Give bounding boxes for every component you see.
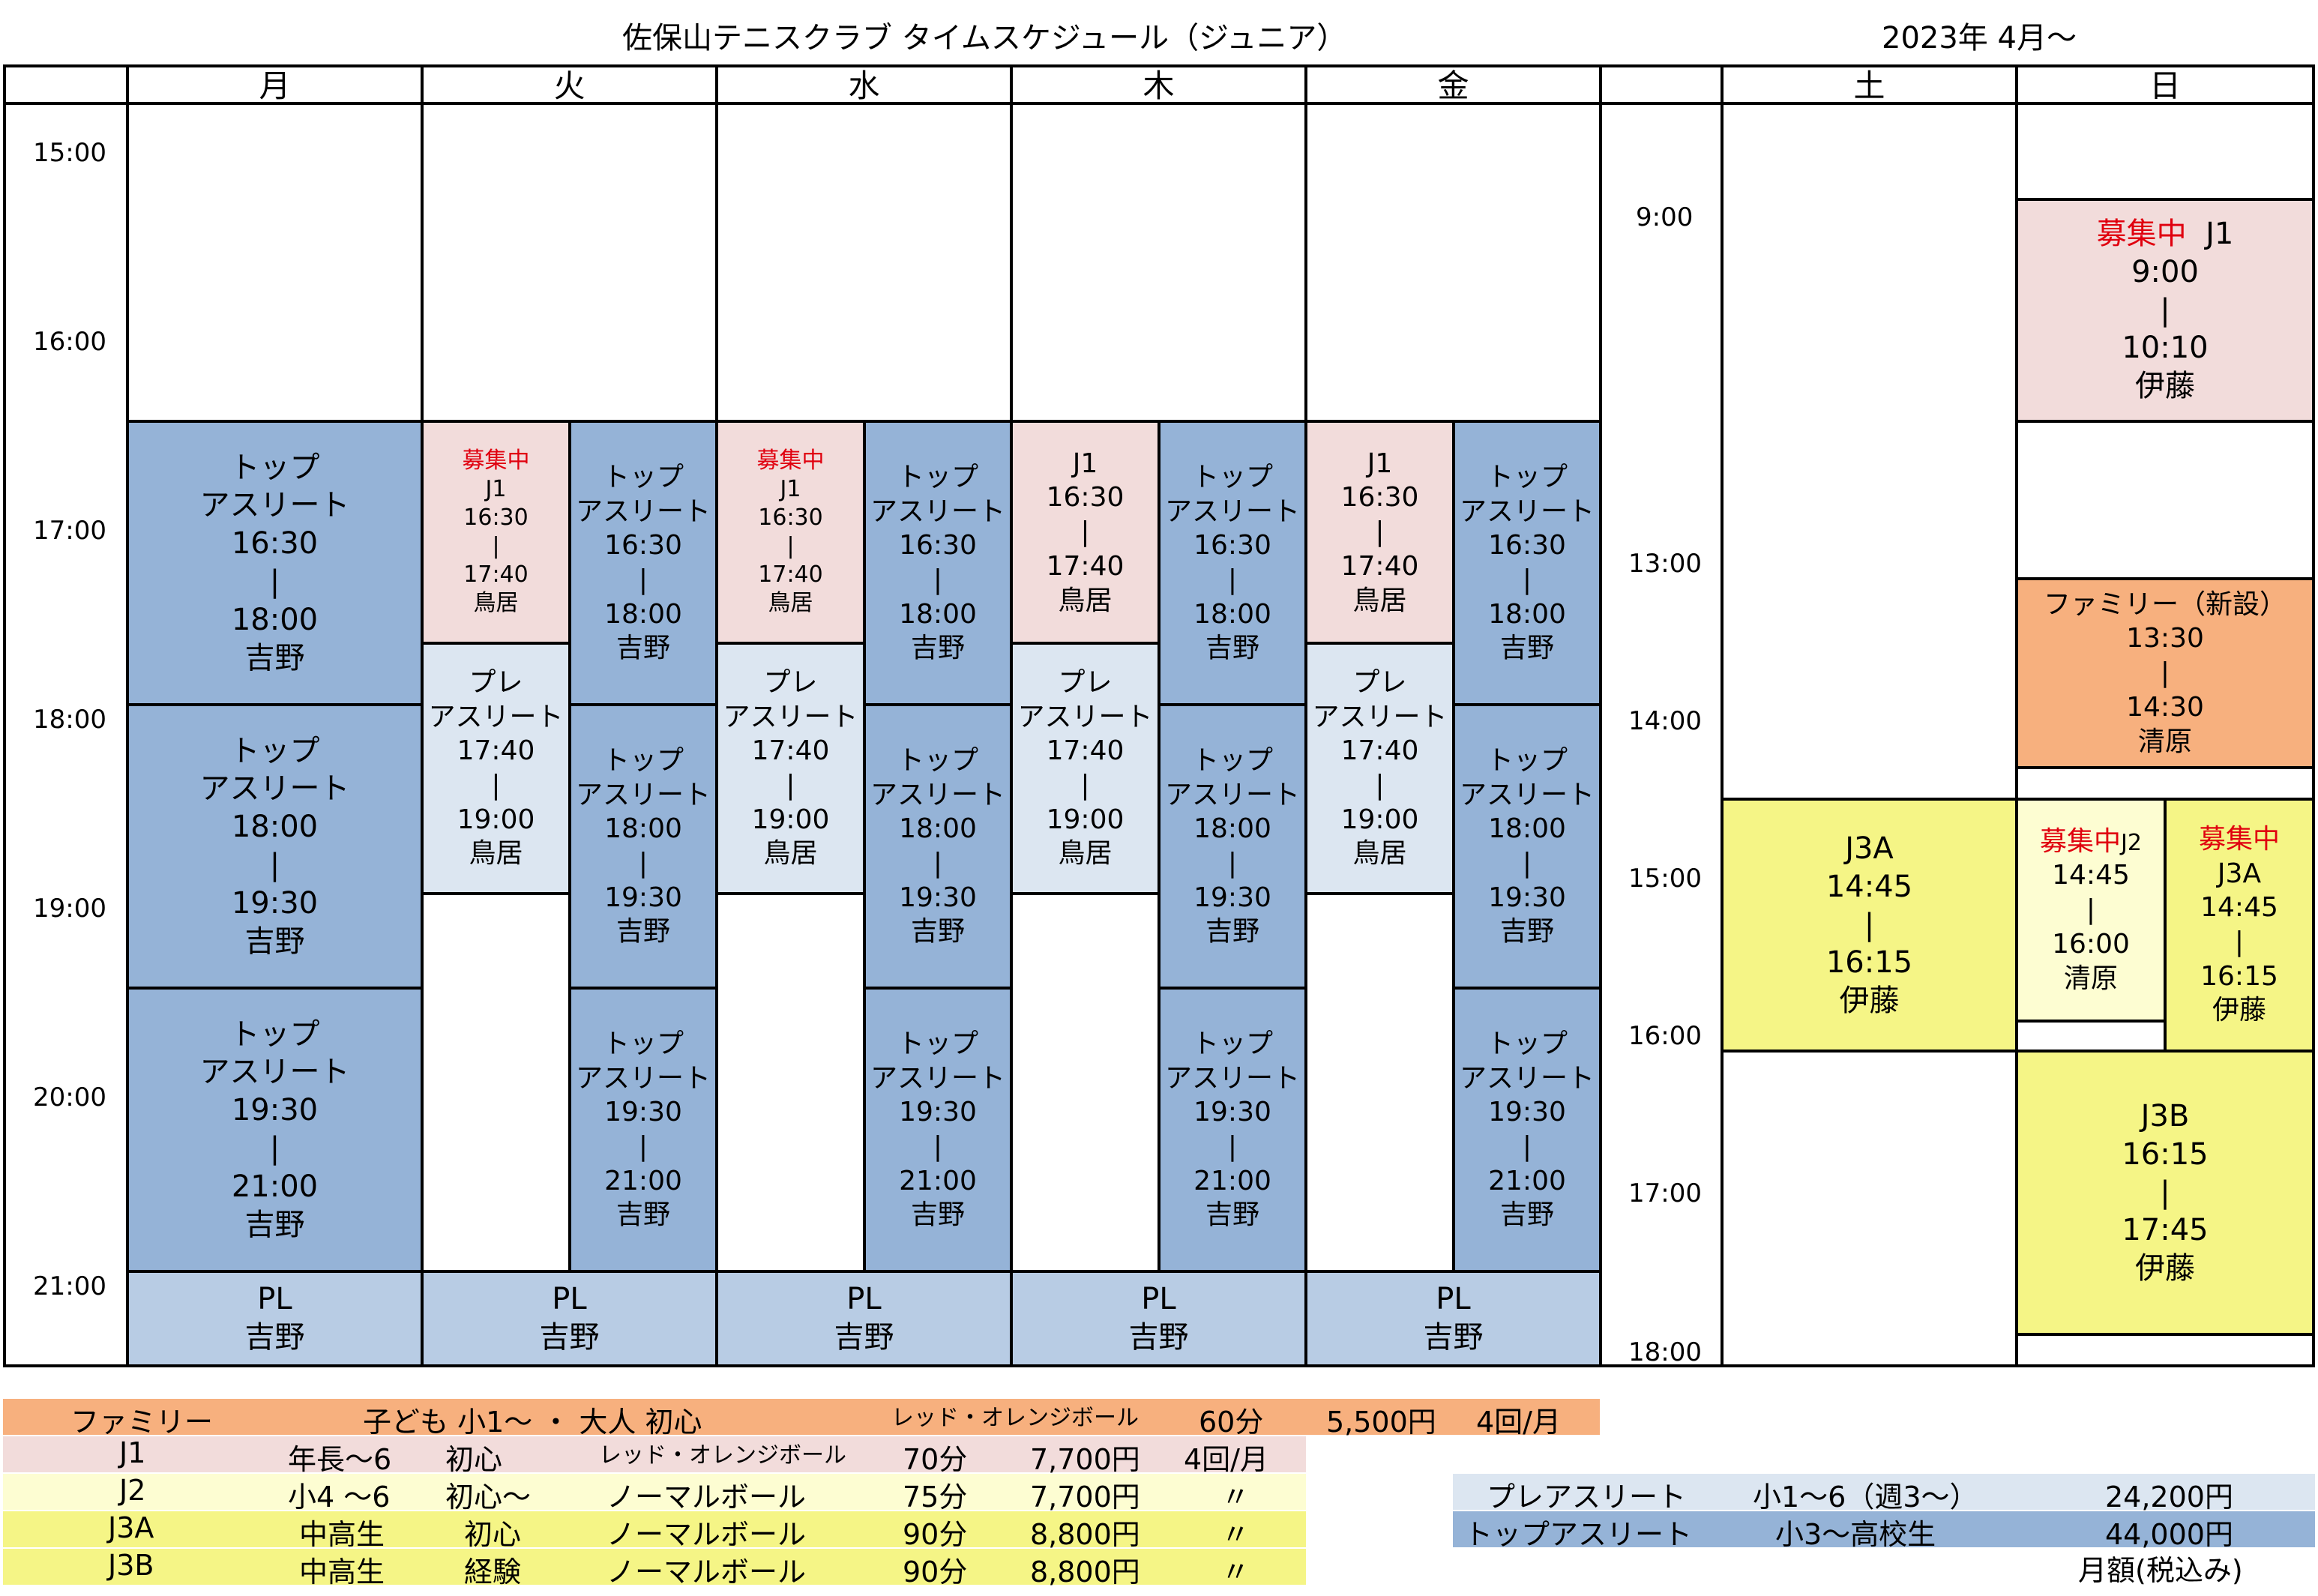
class-block-pre-athlete: プレ アスリート 17:40 | 19:00 鳥居 <box>1304 642 1455 895</box>
class-block-top-athlete: トップ アスリート 18:00 | 19:30 吉野 <box>126 703 424 990</box>
page-title: 佐保山テニスクラブ タイムスケジュール（ジュニア） <box>622 21 1347 55</box>
day-header-sun: 日 <box>2149 67 2181 104</box>
class-block-j1: 募集中 J1 16:30 | 17:40 鳥居 <box>715 420 866 645</box>
class-block-pl: PL 吉野 <box>715 1270 1013 1367</box>
class-block-top-athlete: トップ アスリート 18:00 | 19:30 吉野 <box>1452 703 1602 990</box>
class-block-pl: PL 吉野 <box>1304 1270 1602 1367</box>
legend-row-j2: J2 小4 ～6 初心～ ノーマルボール 75分 7,700円 〃 <box>3 1474 1306 1514</box>
time-label: 17:00 <box>33 516 106 546</box>
day-header-wed: 水 <box>848 67 880 104</box>
day-header-sat: 土 <box>1853 67 1885 104</box>
time-label: 21:00 <box>33 1271 106 1301</box>
class-block-pre-athlete: プレ アスリート 17:40 | 19:00 鳥居 <box>421 642 571 895</box>
time-label: 19:00 <box>33 894 106 924</box>
class-block-top-athlete: トップ アスリート 16:30 | 18:00 吉野 <box>863 420 1013 706</box>
time-label: 16:00 <box>1628 1021 1702 1051</box>
class-block-top-athlete: トップ アスリート 18:00 | 19:30 吉野 <box>863 703 1013 990</box>
class-block-top-athlete: トップ アスリート 16:30 | 18:00 吉野 <box>568 420 718 706</box>
class-block-j1: J1 16:30 | 17:40 鳥居 <box>1010 420 1160 645</box>
time-label: 15:00 <box>33 138 106 168</box>
class-block-j1: 募集中 J1 9:00 | 10:10 伊藤 <box>2015 198 2315 423</box>
class-block-pl: PL 吉野 <box>1010 1270 1307 1367</box>
monthly-note: 月額(税込み) <box>2078 1554 2243 1587</box>
class-block-family: ファミリー（新設） 13:30 | 14:30 清原 <box>2015 577 2315 769</box>
class-block-j3a: J3A 14:45 | 16:15 伊藤 <box>1721 798 2018 1053</box>
class-block-top-athlete: トップ アスリート 19:30 | 21:00 吉野 <box>863 987 1013 1273</box>
time-label: 17:00 <box>1628 1178 1702 1208</box>
class-block-pl: PL 吉野 <box>126 1270 424 1367</box>
time-label: 15:00 <box>1628 864 1702 894</box>
class-block-j1: J1 16:30 | 17:40 鳥居 <box>1304 420 1455 645</box>
class-block-j3b: J3B 16:15 | 17:45 伊藤 <box>2015 1050 2315 1336</box>
class-block-pre-athlete: プレ アスリート 17:40 | 19:00 鳥居 <box>1010 642 1160 895</box>
class-block-top-athlete: トップ アスリート 19:30 | 21:00 吉野 <box>1158 987 1307 1273</box>
day-header-fri: 金 <box>1437 67 1469 104</box>
time-label: 18:00 <box>1628 1337 1702 1367</box>
price-row-pre-athlete: プレアスリート 小1～6（週3～） 24,200円 <box>1453 1474 2315 1514</box>
class-block-j3a: 募集中 J3A 14:45 | 16:15 伊藤 <box>2164 798 2315 1053</box>
class-block-pre-athlete: プレ アスリート 17:40 | 19:00 鳥居 <box>715 642 866 895</box>
time-label: 18:00 <box>33 705 106 735</box>
class-block-top-athlete: トップ アスリート 18:00 | 19:30 吉野 <box>568 703 718 990</box>
col-line <box>1721 64 1724 1367</box>
day-header-thu: 木 <box>1143 67 1175 104</box>
schedule-date: 2023年 4月～ <box>1882 21 2077 55</box>
class-block-top-athlete: トップ アスリート 19:30 | 21:00 吉野 <box>126 987 424 1273</box>
header-divider <box>3 102 2315 105</box>
legend-row-j3a: J3A 中高生 初心 ノーマルボール 90分 8,800円 〃 <box>3 1511 1306 1551</box>
class-block-top-athlete: トップ アスリート 18:00 | 19:30 吉野 <box>1158 703 1307 990</box>
class-block-top-athlete: トップ アスリート 19:30 | 21:00 吉野 <box>568 987 718 1273</box>
legend-row-j1: J1 年長～6 初心 レッド・オレンジボール 70分 7,700円 4回/月 <box>3 1436 1306 1476</box>
class-block-top-athlete: トップ アスリート 16:30 | 18:00 吉野 <box>126 420 424 706</box>
time-label: 20:00 <box>33 1082 106 1112</box>
time-label: 16:00 <box>33 327 106 357</box>
day-header-tue: 火 <box>553 67 585 104</box>
class-block-top-athlete: トップ アスリート 19:30 | 21:00 吉野 <box>1452 987 1602 1273</box>
time-label: 13:00 <box>1628 549 1702 579</box>
time-label: 9:00 <box>1636 202 1694 232</box>
price-row-top-athlete: トップアスリート 小3～高校生 44,000円 <box>1453 1511 2315 1551</box>
day-header-mon: 月 <box>259 67 291 104</box>
legend-row-j3b: J3B 中高生 経験 ノーマルボール 90分 8,800円 〃 <box>3 1549 1306 1589</box>
time-label: 14:00 <box>1628 706 1702 736</box>
col-line <box>568 892 571 990</box>
class-block-pl: PL 吉野 <box>421 1270 718 1367</box>
class-block-j1: 募集中 J1 16:30 | 17:40 鳥居 <box>421 420 571 645</box>
legend-row-family: ファミリー 子ども 小1～ ・ 大人 初心 レッド・オレンジボール 60分 5,… <box>3 1399 1600 1439</box>
class-block-top-athlete: トップ アスリート 16:30 | 18:00 吉野 <box>1452 420 1602 706</box>
class-block-top-athlete: トップ アスリート 16:30 | 18:00 吉野 <box>1158 420 1307 706</box>
class-block-j2: 募集中J2 14:45 | 16:00 清原 <box>2015 798 2167 1023</box>
